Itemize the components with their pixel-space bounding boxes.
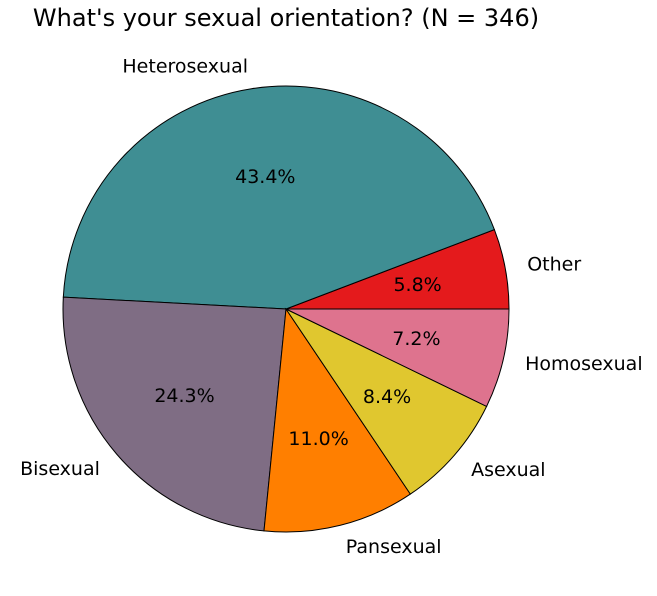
category-label-other: Other [527, 254, 581, 276]
pie-slice-pansexual [263, 307, 412, 533]
category-label-asexual: Asexual [471, 459, 545, 481]
percent-labels: 5.8% 43.4% 24.3% 11.0% 8.4% 7.2% [154, 166, 441, 450]
pie-slice-bisexual [62, 296, 287, 532]
percent-label-bisexual: 24.3% [154, 385, 214, 407]
pie-slice-asexual [284, 307, 488, 495]
percent-label-homosexual: 7.2% [392, 328, 440, 350]
pie-slices [62, 85, 510, 533]
pie-slice-heterosexual [62, 85, 496, 310]
percent-label-other: 5.8% [393, 274, 441, 296]
category-labels: Other Heterosexual Bisexual Pansexual Asexua… [20, 56, 642, 558]
category-label-pansexual: Pansexual [346, 536, 442, 558]
category-label-heterosexual: Heterosexual [122, 56, 248, 78]
pie-slice-homosexual [285, 308, 510, 408]
percent-label-heterosexual: 43.4% [235, 166, 295, 188]
percent-label-asexual: 8.4% [363, 386, 411, 408]
percent-label-pansexual: 11.0% [288, 428, 348, 450]
category-label-homosexual: Homosexual [525, 353, 643, 375]
chart-title: What's your sexual orientation? (N = 346… [33, 4, 539, 32]
category-label-bisexual: Bisexual [20, 458, 100, 480]
